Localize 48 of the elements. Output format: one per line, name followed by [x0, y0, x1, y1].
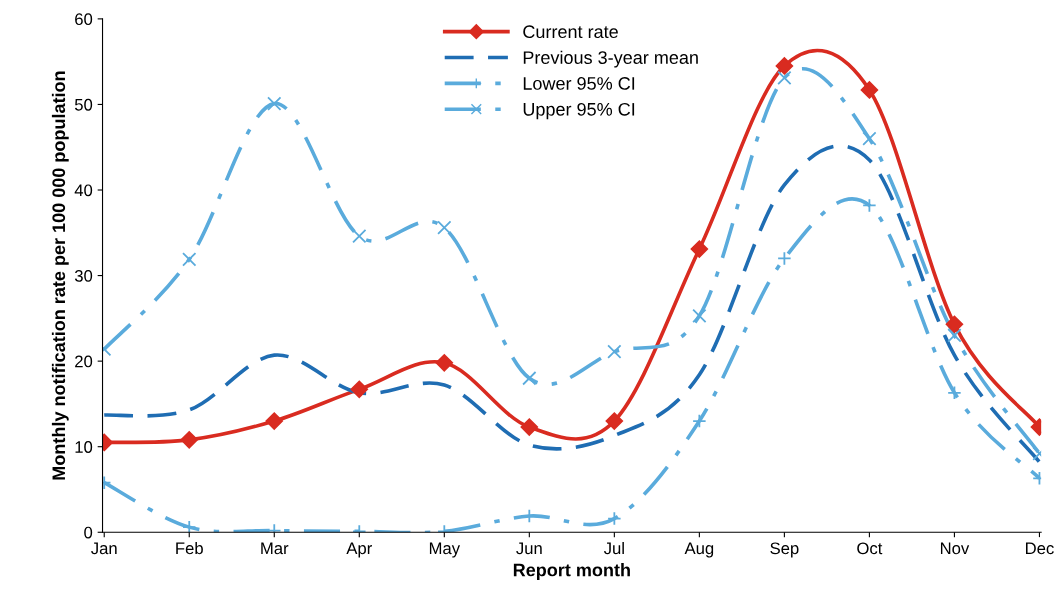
x-axis-title: Report month [513, 563, 630, 580]
x-tick-label: Nov [940, 542, 970, 555]
y-tick-label: 50 [74, 98, 93, 111]
point [267, 96, 282, 111]
point [605, 412, 624, 430]
y-tick-label: 30 [74, 269, 93, 282]
x-tick-label: Mar [261, 542, 289, 555]
point [945, 315, 964, 334]
point [437, 220, 452, 235]
x-tick-label: Apr [346, 542, 372, 558]
point [435, 354, 454, 372]
point [265, 412, 284, 430]
point [947, 328, 962, 343]
point [860, 81, 879, 99]
point [607, 344, 622, 359]
x-tick-label: Dec [1025, 542, 1054, 555]
x-tick-label: Jul [603, 541, 624, 555]
point [350, 380, 369, 399]
legend-label: Previous 3-year mean [523, 50, 698, 68]
x-tick-label: Oct [857, 542, 883, 555]
y-tick-label: 10 [75, 441, 93, 453]
point [690, 240, 709, 258]
x-tick-label: Jun [516, 542, 542, 555]
point [775, 57, 794, 75]
point [520, 418, 539, 436]
point [862, 131, 877, 146]
point [180, 431, 199, 449]
point [607, 511, 622, 526]
point [522, 371, 537, 386]
point [182, 252, 197, 267]
x-tick-label: Aug [684, 542, 714, 558]
y-tick-label: 60 [75, 13, 93, 26]
point [777, 251, 792, 266]
y-tick-label: 40 [74, 184, 93, 197]
legend-label: Upper 95% CI [523, 102, 635, 120]
x-tick-label: Feb [176, 541, 203, 555]
point [862, 198, 877, 213]
point [352, 229, 367, 244]
point [692, 308, 707, 323]
x-tick-label: May [429, 542, 461, 558]
x-tick-label: Sep [770, 542, 799, 558]
legend-label: Lower 95% CI [523, 77, 635, 90]
y-tick-label: 0 [84, 526, 93, 539]
x-tick-label: Jan [91, 542, 117, 555]
legend-label: Current rate [523, 25, 618, 39]
y-tick-label: 20 [75, 355, 93, 368]
y-axis-title: Monthly notification rate per 100 000 population [51, 71, 69, 480]
point [777, 70, 792, 86]
